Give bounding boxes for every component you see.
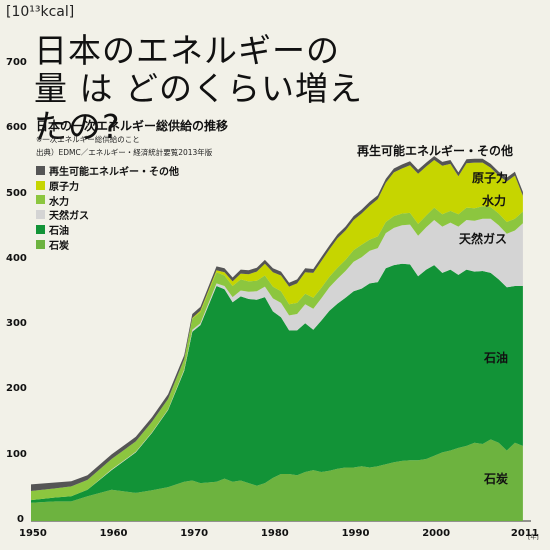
x-tick-label: 1970 (180, 528, 209, 539)
x-tick-label: 1990 (341, 528, 370, 539)
legend-swatch-nuclear (36, 180, 45, 190)
y-tick-label: 400 (6, 252, 27, 264)
legend-label-nuclear: 原子力 (49, 181, 79, 193)
area-label-nuclear: 原子力 (472, 171, 509, 185)
legend-item-oil: 石油 (36, 222, 179, 237)
area-label-renew: 再生可能エネルギー・その他 (357, 144, 514, 158)
legend-label-renew: 再生可能エネルギー・その他 (49, 166, 179, 178)
x-axis-unit: [年] (528, 534, 539, 541)
y-tick-label: 100 (6, 448, 27, 460)
area-label-hydro: 水力 (482, 194, 507, 208)
y-tick-label: 200 (6, 383, 27, 395)
area-series-0 (31, 439, 523, 521)
area-series-2 (31, 218, 523, 501)
legend-item-hydro: 水力 (36, 193, 179, 208)
legend-label-coal: 石炭 (49, 240, 69, 252)
legend-label-gas: 天然ガス (49, 211, 89, 223)
legend-item-renew: 再生可能エネルギー・その他 (36, 163, 179, 178)
legend-item-nuclear: 原子力 (36, 178, 179, 193)
y-tick-label: 0 (17, 514, 24, 525)
area-label-oil: 石油 (484, 351, 509, 365)
legend-item-gas: 天然ガス (36, 207, 179, 222)
legend-swatch-oil (36, 225, 45, 235)
y-tick-label: 600 (6, 122, 27, 134)
y-axis-unit: [10¹³kcal] (6, 4, 75, 20)
legend-swatch-hydro (36, 195, 45, 205)
legend-swatch-coal (36, 239, 45, 249)
y-tick-label: 700 (6, 57, 27, 68)
chart-title: 日本のエネルギーの量 は どのくらい増えたの? (34, 32, 364, 146)
x-tick-label: 2000 (422, 528, 451, 539)
x-tick-label: 1980 (260, 528, 289, 539)
area-label-gas: 天然ガス (459, 232, 508, 246)
legend-item-coal: 石炭 (36, 237, 179, 252)
legend: 再生可能エネルギー・その他 原子力 水力 天然ガス 石油 石炭 (36, 163, 179, 252)
y-tick-label: 300 (6, 318, 27, 330)
chart-source: 出典）EDMC／エネルギー・経済統計要覧2013年版 (36, 148, 213, 157)
legend-swatch-renew (36, 165, 45, 175)
chart-title-text: 日本のエネルギーの量 は どのくらい増えたの? (34, 31, 363, 146)
area-series-1 (31, 263, 523, 503)
legend-swatch-gas (36, 210, 45, 220)
legend-label-hydro: 水力 (49, 196, 69, 208)
area-series-3 (31, 206, 523, 501)
x-tick-label: 1950 (19, 528, 47, 539)
chart-note: ※一次エネルギー総供給のこと (36, 135, 140, 144)
y-tick-label: 500 (6, 187, 27, 199)
x-tick-label: 2011 (510, 528, 539, 539)
chart-subtitle: 日本の一次エネルギー総供給の推移 (36, 119, 229, 133)
area-series-4 (31, 160, 523, 491)
x-tick-label: 1960 (99, 528, 128, 539)
area-label-coal: 石炭 (484, 472, 509, 486)
legend-label-oil: 石油 (49, 226, 69, 238)
